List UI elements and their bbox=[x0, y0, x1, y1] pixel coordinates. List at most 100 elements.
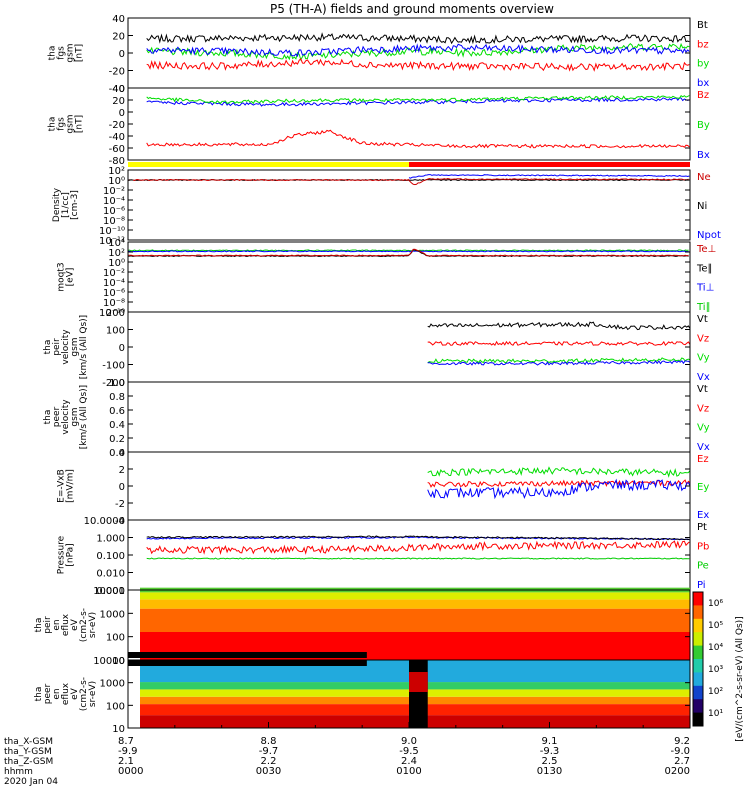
y-tick-label: 1000 bbox=[100, 679, 125, 690]
y-tick-label: -2 bbox=[115, 499, 125, 510]
ephemeris-value: 2.4 bbox=[401, 756, 417, 767]
y-axis-label: sr-eV) bbox=[88, 612, 98, 638]
y-axis-label: [nPa] bbox=[66, 543, 76, 566]
colorbar-tick-label: 10⁵ bbox=[708, 621, 723, 631]
series-line-4 bbox=[146, 535, 690, 541]
y-tick-label: 10⁰ bbox=[108, 258, 125, 269]
legend-entry: Vx bbox=[697, 442, 710, 453]
ephemeris-value: 0100 bbox=[396, 766, 421, 777]
legend-entry: Npot bbox=[697, 230, 721, 241]
ephemeris-value: 2.1 bbox=[118, 756, 134, 767]
data-gap-block bbox=[409, 660, 428, 728]
ephemeris-value: -9.0 bbox=[670, 746, 690, 757]
legend-entry: Bz bbox=[697, 90, 709, 101]
y-tick-label: 10⁻⁴ bbox=[103, 278, 125, 289]
y-axis-label: [mV/m] bbox=[66, 469, 76, 503]
series-line-2 bbox=[427, 479, 691, 488]
y-axis-label: tha bbox=[48, 117, 58, 132]
data-gap-band bbox=[409, 672, 428, 692]
ephemeris-value: 9.0 bbox=[401, 736, 417, 747]
legend-entry: Ni bbox=[697, 201, 707, 212]
y-tick-label: 10⁰ bbox=[108, 176, 125, 187]
y-tick-label: 10.0000 bbox=[84, 516, 125, 527]
colorbar-segment bbox=[693, 685, 703, 700]
y-tick-label: -60 bbox=[109, 144, 125, 155]
y-tick-label: 100 bbox=[106, 633, 125, 644]
panel-frame bbox=[127, 241, 691, 313]
y-axis-label: moqt3 bbox=[57, 262, 67, 291]
y-tick-label: 200 bbox=[106, 308, 125, 319]
panel-frame bbox=[127, 519, 691, 591]
y-tick-label: 0 bbox=[119, 49, 125, 60]
colorbar-segment bbox=[693, 659, 703, 673]
y-axis-label: gsm bbox=[66, 114, 76, 133]
y-axis-label: eV bbox=[70, 687, 80, 700]
y-axis-label: velocity bbox=[61, 399, 71, 435]
series-line-1 bbox=[427, 466, 691, 478]
legend-entry: Pe bbox=[697, 561, 709, 572]
ephemeris-value: 2.7 bbox=[674, 756, 690, 767]
y-tick-label: 100 bbox=[106, 701, 125, 712]
y-axis-label: gsm bbox=[70, 407, 80, 426]
series-line-1 bbox=[146, 97, 690, 107]
panel-frame bbox=[127, 451, 691, 521]
y-axis-label: fgs bbox=[57, 117, 67, 131]
y-axis-label: en bbox=[52, 619, 62, 630]
panel-7: 4 2 0 -2 -4 E=-VxB [mV/m] Ez Ey Ex bbox=[57, 448, 710, 527]
y-tick-label: 10⁻¹⁰ bbox=[99, 308, 125, 319]
spectrogram-band bbox=[140, 599, 690, 609]
series-line-2 bbox=[146, 42, 690, 61]
y-axis-label: (cm2-s- bbox=[79, 608, 89, 642]
y-tick-label: 10⁻¹⁰ bbox=[99, 226, 125, 237]
y-tick-label: -4 bbox=[115, 516, 125, 527]
y-tick-label: 10² bbox=[108, 166, 125, 177]
colorbar-tick-label: 10⁴ bbox=[708, 643, 723, 653]
ephemeris-value: -9.9 bbox=[118, 746, 138, 757]
y-tick-label: -80 bbox=[109, 156, 125, 167]
series-line-4 bbox=[427, 360, 691, 366]
legend-entry: Vt bbox=[697, 384, 708, 395]
series-line-3 bbox=[146, 129, 690, 149]
ephemeris-value: 2.2 bbox=[261, 756, 277, 767]
y-tick-label: 0.8 bbox=[109, 392, 125, 403]
panel-3: 10²10⁰10⁻²10⁻⁴10⁻⁶10⁻⁸10⁻¹⁰10⁻¹²Density[… bbox=[52, 166, 721, 247]
y-axis-label: eflux bbox=[61, 613, 71, 636]
y-tick-label: 20 bbox=[112, 32, 125, 43]
y-tick-label: 1.000 bbox=[96, 534, 125, 545]
series-line-2 bbox=[427, 340, 691, 347]
y-tick-label: 10 bbox=[112, 724, 125, 735]
series-line-2 bbox=[146, 540, 690, 555]
y-tick-label: 10⁻⁶ bbox=[103, 288, 125, 299]
y-axis-label: [nT] bbox=[75, 44, 85, 62]
y-tick-label: 100 bbox=[106, 326, 125, 337]
panel-9: 10000 1000 100 10 tha peir en eflux eV (cm2-s-sr-… bbox=[34, 586, 691, 667]
legend-entry: bz bbox=[697, 39, 709, 50]
y-axis-label: Density bbox=[52, 187, 62, 222]
legend-entry: Pb bbox=[697, 541, 709, 552]
ephemeris-row-label: hhmm bbox=[4, 767, 33, 777]
legend-entry: Ex bbox=[697, 510, 709, 521]
legend-entry: Vz bbox=[697, 403, 709, 414]
series-line-2 bbox=[146, 94, 690, 105]
legend-entry: Bt bbox=[697, 20, 708, 31]
colorbar-segment bbox=[693, 605, 703, 620]
ephemeris-row-label: tha_X-GSM bbox=[4, 737, 53, 747]
y-tick-label: -20 bbox=[109, 120, 125, 131]
y-tick-label: 10⁻¹² bbox=[99, 236, 125, 247]
ephemeris-value: 8.7 bbox=[118, 736, 134, 747]
panel-frame bbox=[127, 311, 691, 383]
y-axis-label: sr-eV) bbox=[88, 681, 98, 707]
ephemeris-row-label: tha_Y-GSM bbox=[4, 747, 52, 757]
colorbar-segment bbox=[693, 672, 703, 687]
legend-entry: Vz bbox=[697, 333, 709, 344]
y-tick-label: 40 bbox=[112, 84, 125, 95]
series-line-4 bbox=[128, 248, 689, 257]
y-tick-label: 10⁻⁶ bbox=[103, 206, 125, 217]
legend-entry: bx bbox=[697, 78, 709, 89]
y-axis-label: velocity bbox=[61, 329, 71, 365]
legend-entry: Ti⊥ bbox=[696, 283, 714, 294]
series-line-3 bbox=[146, 43, 690, 58]
